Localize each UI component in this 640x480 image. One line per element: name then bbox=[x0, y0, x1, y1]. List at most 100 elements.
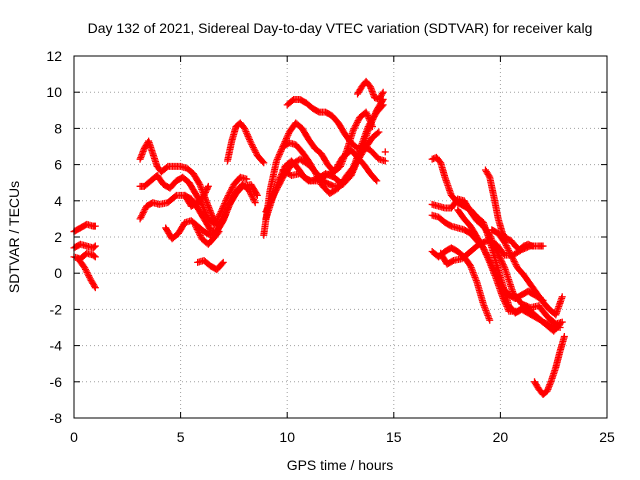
data-point bbox=[485, 172, 493, 180]
data-point bbox=[137, 213, 145, 221]
data-point bbox=[253, 190, 261, 198]
y-tick-label: 8 bbox=[54, 120, 62, 136]
data-point bbox=[375, 128, 383, 136]
data-point bbox=[281, 138, 289, 146]
data-point bbox=[270, 191, 278, 199]
data-point bbox=[489, 263, 497, 271]
data-point bbox=[251, 199, 259, 207]
data-point bbox=[249, 142, 257, 150]
data-point bbox=[479, 244, 487, 252]
y-tick-label: -2 bbox=[50, 301, 63, 317]
data-point bbox=[198, 200, 206, 208]
y-tick-label: -4 bbox=[50, 338, 63, 354]
data-point bbox=[381, 148, 389, 156]
data-point bbox=[230, 191, 238, 199]
data-point bbox=[496, 255, 504, 263]
data-point bbox=[266, 199, 274, 207]
data-point bbox=[224, 192, 232, 200]
data-point bbox=[141, 205, 149, 213]
data-point bbox=[278, 146, 286, 154]
data-point bbox=[480, 245, 488, 253]
data-point bbox=[243, 129, 251, 137]
data-point bbox=[264, 203, 272, 211]
data-point bbox=[282, 134, 290, 142]
data-point bbox=[484, 253, 492, 261]
data-point bbox=[491, 269, 499, 277]
data-point bbox=[86, 275, 94, 283]
data-point bbox=[374, 129, 382, 137]
data-point bbox=[252, 148, 260, 156]
data-point bbox=[212, 217, 220, 225]
data-point bbox=[486, 258, 494, 266]
data-point bbox=[193, 225, 201, 233]
y-tick-label: 6 bbox=[54, 157, 62, 173]
data-point bbox=[200, 191, 208, 199]
data-point bbox=[482, 249, 490, 257]
data-point bbox=[512, 261, 520, 269]
data-point bbox=[136, 215, 144, 223]
series-arc-01 bbox=[70, 220, 99, 236]
data-point bbox=[495, 277, 503, 285]
data-point bbox=[558, 318, 566, 326]
data-point bbox=[139, 209, 147, 217]
data-point bbox=[192, 222, 200, 230]
data-point bbox=[373, 177, 381, 185]
ticks: 0 5 10 15 20 25 -8 -6 -4 -2 0 2 4 6 8 10 12 bbox=[46, 48, 615, 445]
data-point bbox=[352, 121, 360, 129]
data-point bbox=[503, 302, 511, 310]
data-point bbox=[507, 251, 515, 259]
data-point bbox=[215, 212, 223, 220]
data-point bbox=[486, 257, 494, 265]
data-point bbox=[204, 184, 212, 192]
data-point bbox=[90, 252, 98, 260]
data-point bbox=[246, 189, 254, 197]
data-point bbox=[201, 190, 209, 198]
data-point bbox=[268, 194, 276, 202]
data-point bbox=[489, 265, 497, 273]
data-point bbox=[213, 216, 221, 224]
series-arc-04 bbox=[74, 255, 99, 292]
data-point bbox=[267, 197, 275, 205]
data-point bbox=[349, 126, 357, 134]
data-point bbox=[367, 119, 375, 127]
data-point bbox=[366, 118, 374, 126]
x-axis-label: GPS time / hours bbox=[287, 457, 394, 473]
data-point bbox=[202, 187, 210, 195]
data-point bbox=[506, 250, 514, 258]
data-point bbox=[81, 265, 89, 273]
data-point bbox=[247, 191, 255, 199]
data-series bbox=[70, 77, 568, 398]
data-point bbox=[268, 196, 276, 204]
data-point bbox=[500, 262, 508, 270]
data-point bbox=[90, 282, 98, 290]
data-point bbox=[505, 246, 513, 254]
data-point bbox=[140, 207, 148, 215]
data-point bbox=[275, 152, 283, 160]
data-point bbox=[280, 139, 288, 147]
data-point bbox=[223, 195, 231, 203]
data-point bbox=[248, 192, 256, 200]
data-point bbox=[195, 228, 203, 236]
data-point bbox=[224, 193, 232, 201]
data-point bbox=[249, 194, 257, 202]
data-point bbox=[496, 253, 504, 261]
data-point bbox=[218, 218, 226, 226]
series-arc-20 bbox=[381, 148, 389, 156]
data-point bbox=[362, 108, 370, 116]
data-point bbox=[221, 198, 229, 206]
data-point bbox=[274, 154, 282, 162]
data-point bbox=[488, 261, 496, 269]
data-point bbox=[505, 248, 513, 256]
series-arc-29 bbox=[531, 333, 568, 398]
data-point bbox=[352, 120, 360, 128]
data-point bbox=[215, 228, 223, 236]
data-point bbox=[497, 256, 505, 264]
data-point bbox=[276, 149, 284, 157]
data-point bbox=[496, 279, 504, 287]
data-point bbox=[273, 157, 281, 165]
data-point bbox=[211, 220, 219, 228]
data-point bbox=[448, 257, 456, 265]
data-point bbox=[492, 271, 500, 279]
series-arc-05 bbox=[136, 137, 229, 230]
